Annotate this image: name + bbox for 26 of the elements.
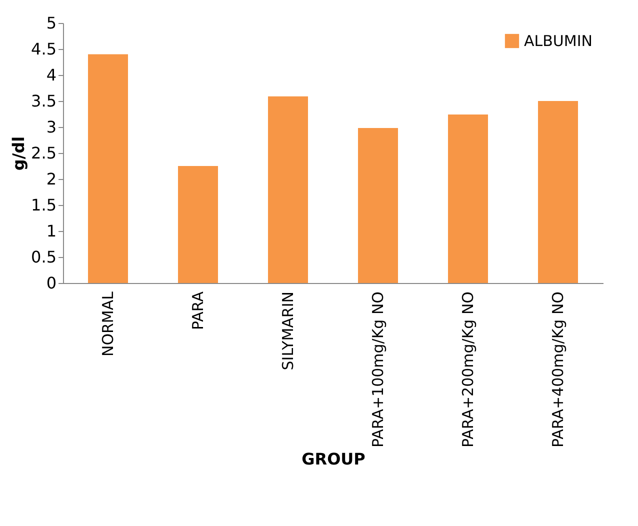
y-tick-label: 3.5: [31, 92, 56, 110]
bar: [358, 128, 398, 283]
x-tick-label: PARA+200mg/Kg NO: [459, 292, 477, 448]
bar: [448, 114, 488, 283]
y-tick-label: 1.5: [31, 196, 56, 214]
legend-label: ALBUMIN: [524, 32, 592, 50]
bar: [88, 54, 128, 283]
y-tick-label: 2: [46, 170, 56, 188]
x-tick-label: NORMAL: [99, 290, 117, 357]
y-tick-label: 3: [46, 118, 56, 136]
y-tick-label: 0: [46, 274, 56, 292]
y-tick-label: 4.5: [31, 40, 56, 58]
x-tick-label: SILYMARIN: [279, 292, 297, 370]
bar: [538, 101, 578, 283]
bar: [268, 96, 308, 283]
x-tick-label: PARA+400mg/Kg NO: [549, 292, 567, 448]
y-tick-label: 4: [46, 66, 56, 84]
y-tick-label: 1: [46, 222, 56, 240]
y-tick-label: 0.5: [31, 248, 56, 266]
x-tick-label: PARA: [189, 290, 207, 330]
y-tick-label: 5: [46, 14, 56, 32]
y-axis-title: g/dl: [9, 136, 28, 171]
x-axis-title: GROUP: [302, 449, 366, 468]
bar: [178, 166, 218, 283]
x-tick-label: PARA+100mg/Kg NO: [369, 292, 387, 448]
y-tick-label: 2.5: [31, 144, 56, 162]
